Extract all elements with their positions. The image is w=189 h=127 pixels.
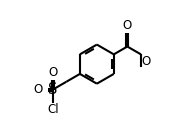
- Text: O: O: [33, 83, 42, 96]
- Text: O: O: [141, 55, 150, 68]
- Text: O: O: [123, 19, 132, 33]
- Text: S: S: [48, 82, 57, 97]
- Text: Cl: Cl: [47, 103, 59, 116]
- Text: O: O: [48, 66, 57, 79]
